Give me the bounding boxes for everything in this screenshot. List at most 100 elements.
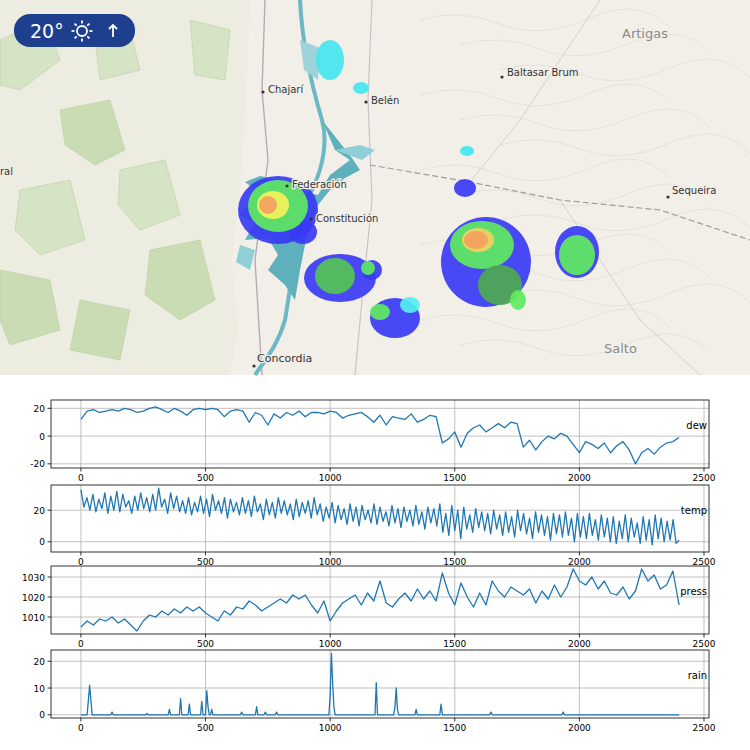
radar-echo (464, 231, 488, 249)
vegetation-area (118, 160, 180, 230)
data-line (81, 488, 679, 545)
radar-echo (460, 146, 474, 156)
chart: 05001000150020002500-20020dew (30, 400, 715, 483)
x-tick (454, 552, 455, 556)
grid-line (579, 650, 580, 718)
place-label: Baltasar Brum (507, 67, 579, 78)
x-tick (704, 468, 705, 472)
x-tick-label: 1500 (443, 639, 466, 649)
sun-ray (75, 24, 77, 26)
y-tick (48, 436, 52, 437)
chart: 05001000150020002500101010201030press (22, 566, 716, 649)
x-tick (205, 634, 206, 638)
contour (500, 59, 750, 81)
legend-label: rain (688, 670, 707, 681)
grid-line (51, 597, 709, 598)
radar-echo (370, 304, 390, 320)
x-tick (80, 718, 81, 722)
land-west (0, 0, 250, 375)
legend-label: temp (681, 505, 707, 516)
grid-line (51, 436, 709, 437)
data-line (81, 569, 679, 631)
x-tick-label: 2000 (568, 557, 591, 567)
radar-echo (361, 261, 375, 275)
radar-echo (462, 228, 494, 252)
sun-ray (81, 39, 83, 42)
data-line (81, 407, 679, 464)
y-tick-label: 1020 (22, 593, 45, 603)
grid-line (704, 650, 705, 718)
place-label: Chajarí (268, 84, 304, 95)
sun-ray (87, 36, 89, 38)
grid-line (579, 400, 580, 468)
place-label: Federación (292, 179, 347, 190)
radar-echo (454, 179, 476, 197)
y-tick (48, 714, 52, 715)
x-tick (330, 634, 331, 638)
x-tick (330, 718, 331, 722)
y-tick (48, 661, 52, 662)
temperature: 20° (30, 20, 64, 42)
x-tick-label: 1000 (319, 557, 342, 567)
place-label: Constitución (316, 213, 378, 224)
x-tick (330, 552, 331, 556)
x-tick-label: 1500 (443, 473, 466, 483)
place-label: Artigas (622, 26, 668, 41)
place-label: Salto (604, 341, 637, 356)
reservoir-arm (335, 145, 375, 160)
x-tick (704, 552, 705, 556)
grid-line (51, 661, 709, 662)
sun-icon (77, 26, 87, 36)
road (470, 0, 600, 182)
map-background (0, 0, 750, 375)
place-label: ral (0, 166, 13, 177)
x-tick (330, 468, 331, 472)
radar-echo (510, 290, 526, 310)
data-line (81, 653, 679, 715)
x-tick-label: 2500 (693, 557, 716, 567)
y-tick (48, 408, 52, 409)
place-dot (285, 184, 288, 187)
x-tick (205, 468, 206, 472)
legend-label: dew (686, 420, 707, 431)
grid-line (80, 650, 81, 718)
y-tick (48, 510, 52, 511)
road (355, 0, 372, 375)
vegetation-area (70, 300, 130, 360)
grid-line (205, 566, 206, 634)
radar-echo (400, 297, 420, 313)
y-tick-label: 1030 (22, 573, 45, 583)
vegetation-area (15, 180, 85, 255)
weather-badge (14, 14, 135, 47)
grid-line (454, 566, 455, 634)
x-tick (80, 634, 81, 638)
y-tick-label: 1010 (22, 613, 45, 623)
x-tick (579, 552, 580, 556)
x-tick-label: 2500 (693, 723, 716, 733)
axes-frame (51, 485, 709, 552)
y-tick-label: 20 (34, 404, 46, 414)
contour (500, 209, 750, 231)
x-tick-label: 1000 (319, 723, 342, 733)
place-dot (261, 90, 264, 93)
legend-label: press (680, 586, 707, 597)
y-tick-label: -20 (30, 459, 45, 469)
road (560, 200, 700, 375)
y-tick-label: 0 (39, 432, 45, 442)
page: ChajaríBelénBaltasar BrumArtigasFederaci… (0, 0, 750, 750)
sun-ray (75, 36, 77, 38)
y-tick (48, 463, 52, 464)
sun-ray (87, 24, 89, 26)
radar-echo (257, 191, 289, 219)
chart: 05001000150020002500020temp (34, 485, 716, 567)
axes-frame (51, 400, 709, 468)
chart: 0500100015002000250001020rain (34, 650, 716, 733)
y-tick (48, 577, 52, 578)
grid-line (51, 577, 709, 578)
contour (500, 134, 750, 156)
sun-ray (90, 30, 93, 32)
reservoir (238, 120, 360, 300)
place-label: Sequeira (672, 185, 716, 196)
contour (420, 309, 670, 331)
contour (420, 84, 670, 106)
